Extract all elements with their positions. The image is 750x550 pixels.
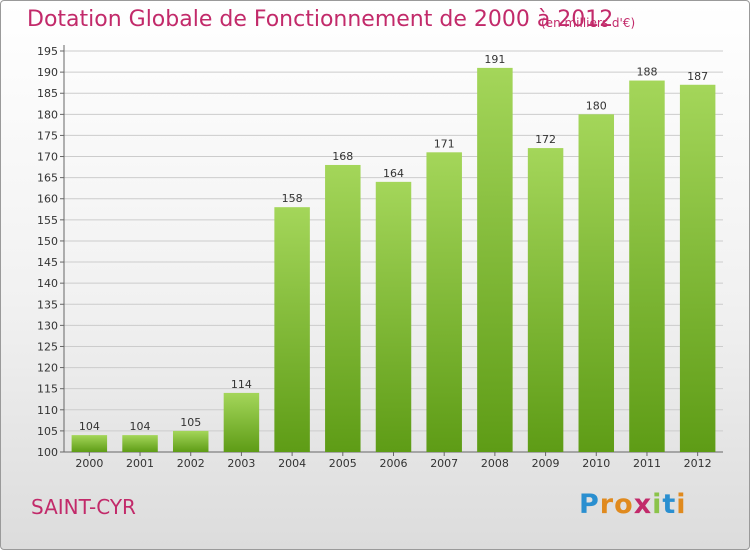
x-tick-label: 2006 [380,457,408,470]
bar-2011 [629,80,665,453]
y-tick-label: 150 [37,235,58,248]
x-tick-label: 2010 [582,457,610,470]
bar-2006 [375,181,412,452]
labels: 2000 104 2001 104 2002 105 2003 114 2004 158 2005 1… [75,53,711,470]
x-tick-label: 2009 [532,457,560,470]
y-tick-label: 130 [37,319,58,332]
logo-letter: o [614,489,634,520]
logo-letter: P [579,489,600,520]
x-tick-label: 2004 [278,457,306,470]
y-tick-label: 185 [37,87,58,100]
data-label-2006: 164 [383,167,404,180]
logo-letter: t [662,489,677,520]
bar-2012 [679,84,716,452]
bar-2009 [527,148,564,452]
city-name: SAINT-CYR [31,495,136,519]
y-tick-label: 190 [37,66,58,79]
data-label-2012: 187 [687,70,708,83]
y-tick-label: 110 [37,404,58,417]
bar-2008 [477,67,513,452]
y-tick-label: 140 [37,277,58,290]
x-tick-label: 2005 [329,457,357,470]
data-label-2010: 180 [586,99,607,112]
bar-2004 [274,207,310,452]
bar-2005 [325,164,361,452]
bar-2007 [426,152,462,452]
data-label-2003: 114 [231,378,252,391]
x-tick-label: 2002 [177,457,205,470]
data-label-2009: 172 [535,133,556,146]
logo-letter: x [633,489,653,520]
chart-subtitle: (en milliers d'€) [541,16,636,30]
logo-letter: i [676,489,687,520]
y-tick-label: 175 [37,129,58,142]
x-tick-label: 2007 [430,457,458,470]
y-tick-label: 105 [37,425,58,438]
y-tick-label: 145 [37,256,58,269]
y-tick-label: 165 [37,172,58,185]
y-tick-label: 160 [37,193,58,206]
bar-2010 [578,114,615,452]
x-tick-label: 2001 [126,457,154,470]
proxiti-logo[interactable]: Proxiti [579,489,687,520]
y-tick-label: 180 [37,108,58,121]
bar-2001 [122,435,158,452]
bar-2003 [223,392,260,452]
data-label-2007: 171 [434,137,455,150]
y-tick-label: 120 [37,362,58,375]
x-tick-label: 2008 [481,457,509,470]
x-tick-label: 2011 [633,457,661,470]
y-tick-label: 100 [37,446,58,459]
x-tick-label: 2000 [75,457,103,470]
y-tick-label: 135 [37,298,58,311]
bar-2002 [172,430,209,452]
data-label-2011: 188 [636,66,657,79]
data-label-2001: 104 [130,420,151,433]
data-label-2008: 191 [484,53,505,66]
y-tick-label: 115 [37,383,58,396]
data-label-2002: 105 [180,416,201,429]
logo-letter: r [599,489,615,520]
y-tick-label: 125 [37,340,58,353]
x-tick-label: 2012 [684,457,712,470]
y-tick-label: 195 [37,45,58,58]
data-label-2004: 158 [282,192,303,205]
logo-letter: i [652,489,663,520]
data-label-2000: 104 [79,420,100,433]
y-tick-label: 155 [37,214,58,227]
bars [71,67,716,453]
x-tick-label: 2003 [227,457,255,470]
bar-2000 [71,435,108,452]
data-label-2005: 168 [332,150,353,163]
y-tick-label: 170 [37,151,58,164]
chart-title: Dotation Globale de Fonctionnement de 20… [27,7,614,32]
